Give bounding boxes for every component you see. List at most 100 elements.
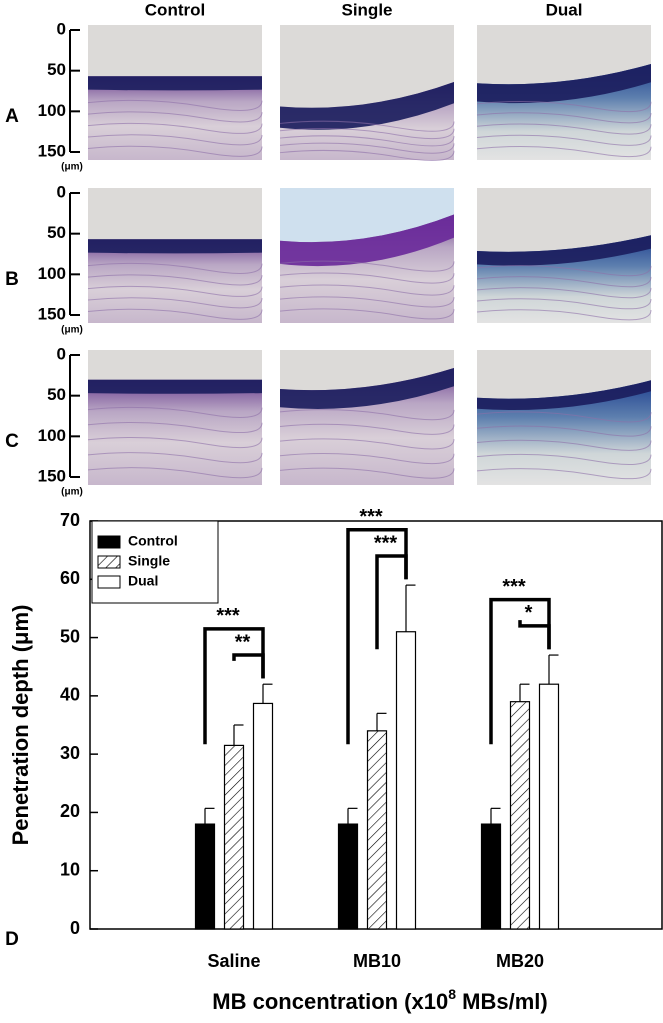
micrograph-fiber xyxy=(279,272,455,284)
legend-label: Control xyxy=(128,533,178,549)
micrograph-fiber xyxy=(87,297,263,309)
y-axis-label: Penetration depth (μm) xyxy=(8,605,33,846)
micrograph-fiber xyxy=(279,284,455,296)
y-tick-label: 20 xyxy=(60,801,80,821)
column-header: Single xyxy=(341,0,392,19)
micrograph-fiber xyxy=(87,134,263,146)
micrograph-fiber xyxy=(279,142,455,154)
micrograph-fiber xyxy=(279,296,455,308)
depth-tick-label: 100 xyxy=(38,426,66,445)
legend-swatch xyxy=(97,575,121,589)
y-tick-label: 50 xyxy=(60,626,80,646)
micrograph-fiber xyxy=(87,467,263,479)
x-axis-label-part: 8 xyxy=(448,986,456,1002)
significance-label: * xyxy=(525,602,533,624)
micrograph-fiber xyxy=(87,262,263,274)
depth-unit: (μm) xyxy=(61,162,83,173)
micrograph-fiber xyxy=(476,439,652,451)
micrograph-stain xyxy=(88,239,262,254)
micrograph-stain xyxy=(477,380,651,411)
bar xyxy=(194,823,216,930)
y-tick-label: 60 xyxy=(60,568,80,588)
depth-tick-label: 0 xyxy=(57,344,66,363)
significance-bracket xyxy=(489,597,551,745)
row-label: B xyxy=(5,269,19,290)
micrograph-fiber xyxy=(87,145,263,157)
significance-label: *** xyxy=(502,576,526,598)
y-tick-label: 70 xyxy=(60,510,80,530)
micrograph-fiber xyxy=(476,123,652,135)
micrograph-fiber xyxy=(279,149,455,161)
x-axis-label-part: MB concentration (x10 xyxy=(212,989,448,1014)
depth-tick-label: 50 xyxy=(47,60,66,79)
depth-tick-label: 50 xyxy=(47,223,66,242)
micrograph-fiber xyxy=(476,276,652,288)
micrograph-tissue xyxy=(88,239,262,323)
micrograph xyxy=(279,25,455,161)
significance-bracket xyxy=(346,527,408,745)
column-header: Dual xyxy=(546,0,583,19)
depth-tick-label: 100 xyxy=(38,264,66,283)
x-tick-label: MB20 xyxy=(496,951,544,971)
significance-label: *** xyxy=(216,605,240,627)
micrograph xyxy=(476,350,652,485)
micrograph-fiber xyxy=(279,128,455,140)
micrograph-fiber xyxy=(279,308,455,320)
micrograph xyxy=(476,188,652,323)
significance-label: *** xyxy=(359,506,383,528)
micrograph-fiber xyxy=(87,99,263,111)
micrograph-fiber xyxy=(476,425,652,437)
micrograph-fiber xyxy=(476,134,652,146)
bar xyxy=(223,744,245,930)
micrograph-fiber xyxy=(87,285,263,297)
micrograph-fiber xyxy=(87,308,263,320)
micrograph-fiber xyxy=(476,298,652,310)
micrograph-fiber xyxy=(279,453,455,465)
micrograph-fiber xyxy=(279,467,455,479)
micrograph-tissue xyxy=(88,76,262,160)
micrograph xyxy=(279,350,455,485)
micrograph-stain xyxy=(477,235,651,266)
x-axis-label-part: MBs/ml) xyxy=(456,989,548,1014)
depth-tick-label: 150 xyxy=(38,466,66,485)
micrograph xyxy=(87,188,263,323)
micrograph-stain xyxy=(280,214,454,267)
significance-bracket xyxy=(518,620,551,650)
significance-bracket xyxy=(232,653,265,679)
micrograph-fiber xyxy=(279,438,455,450)
bar xyxy=(509,701,531,930)
significance-bracket xyxy=(203,627,265,745)
micrograph-fiber xyxy=(476,309,652,321)
y-tick-label: 0 xyxy=(70,918,80,938)
micrograph-tissue xyxy=(88,379,262,485)
micrograph-fiber xyxy=(476,101,652,113)
panel-label: D xyxy=(5,929,19,950)
x-tick-label: MB10 xyxy=(353,951,401,971)
depth-tick-label: 150 xyxy=(38,304,66,323)
row-label: C xyxy=(5,431,19,452)
micrograph-stain xyxy=(88,76,262,91)
depth-tick-label: 0 xyxy=(57,19,66,38)
micrograph-fiber xyxy=(279,135,455,147)
depth-unit: (μm) xyxy=(61,325,83,336)
micrograph-fiber xyxy=(87,437,263,449)
legend-label: Dual xyxy=(128,573,158,589)
micrograph-fiber xyxy=(476,287,652,299)
micrograph-fiber xyxy=(87,406,263,418)
y-tick-label: 40 xyxy=(60,685,80,705)
micrograph-fiber xyxy=(476,468,652,480)
micrograph-fiber xyxy=(87,274,263,286)
micrograph-fiber xyxy=(476,453,652,465)
micrograph xyxy=(279,188,455,323)
bar xyxy=(366,730,388,930)
micrograph-fiber xyxy=(87,122,263,134)
row-label: A xyxy=(5,106,19,127)
x-tick-label: Saline xyxy=(207,951,260,971)
y-tick-label: 30 xyxy=(60,743,80,763)
x-axis-label: MB concentration (x108 MBs/ml) xyxy=(212,986,547,1014)
micrograph-fiber xyxy=(279,120,455,132)
depth-tick-label: 50 xyxy=(47,385,66,404)
depth-tick-label: 100 xyxy=(38,101,66,120)
legend-swatch xyxy=(97,535,121,549)
